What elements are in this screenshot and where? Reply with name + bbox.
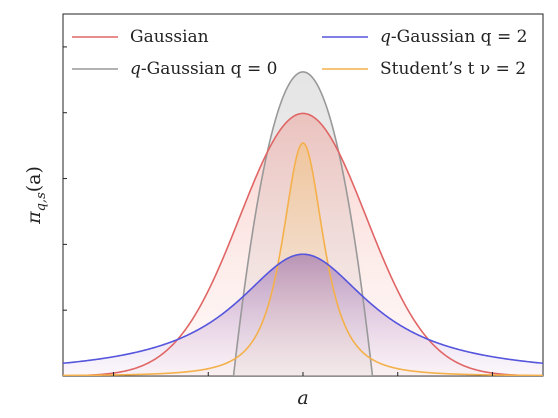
legend-label-3: Student’s t ν = 2 [380, 59, 526, 79]
y-label-sub: q,s [34, 192, 49, 211]
series-line-2 [63, 253, 543, 365]
legend-label-var-2: q [380, 27, 391, 47]
series-line-0 [63, 112, 543, 376]
legend-label-text-0: Gaussian [130, 27, 209, 47]
legend-label-text-3: Student’s t ν = 2 [380, 59, 526, 79]
series-line-1 [232, 71, 374, 376]
series-area-2 [63, 254, 543, 376]
legend-label-text-1: -Gaussian q = 0 [141, 59, 278, 79]
x-axis-label: a [297, 387, 308, 409]
y-axis-label: πq,s(a) [23, 166, 49, 225]
legend-label-2: q-Gaussian q = 2 [380, 27, 527, 47]
series-lines [63, 71, 543, 376]
legend-label-var-1: q [130, 59, 141, 79]
series-fills [63, 71, 543, 376]
axis-ticks [63, 46, 493, 376]
legend-label-0: Gaussian [130, 27, 209, 47]
legend-label-text-2: -Gaussian q = 2 [391, 27, 528, 47]
series-line-3 [63, 142, 543, 376]
svg-text:πq,s(a): πq,s(a) [23, 166, 49, 225]
y-label-arg: (a) [23, 166, 45, 192]
legend-label-1: q-Gaussian q = 0 [130, 59, 277, 79]
y-label-main: π [23, 211, 45, 225]
